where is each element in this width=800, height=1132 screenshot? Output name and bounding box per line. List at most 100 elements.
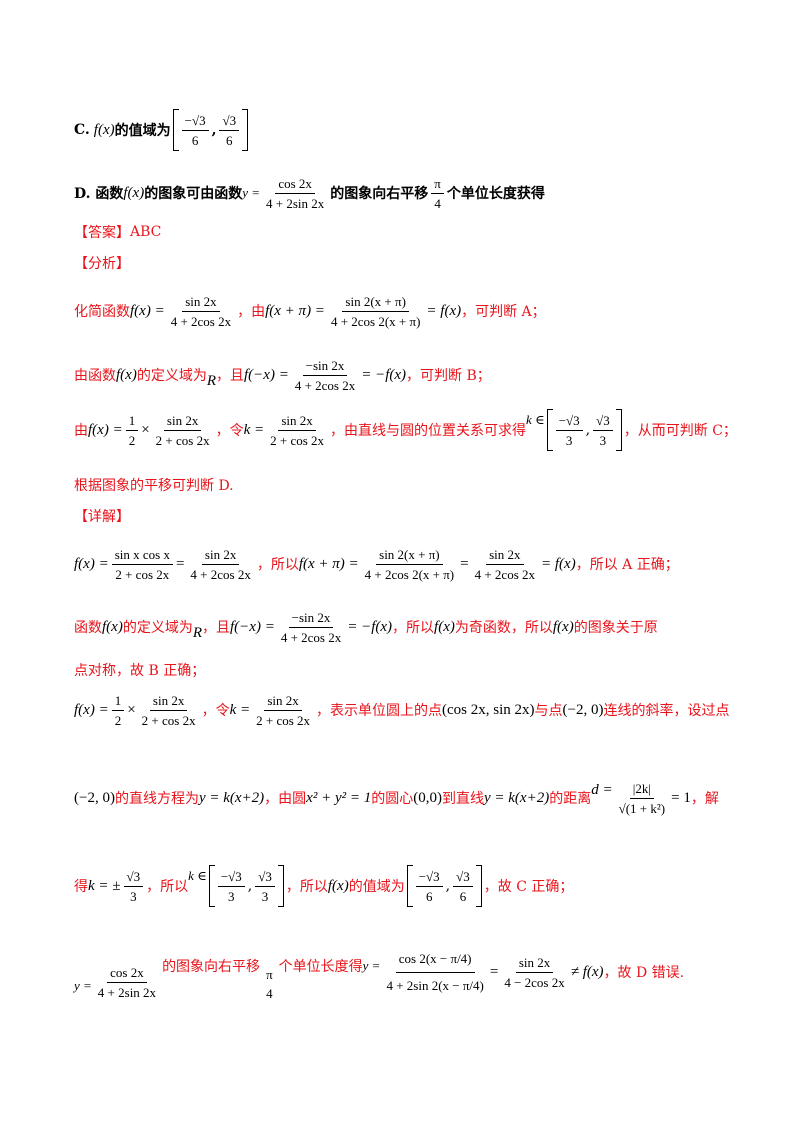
d6-fx: f(x) [327, 877, 349, 894]
detail-label: 【详解】 [74, 504, 130, 528]
d7-y2: y = [362, 958, 381, 973]
d4-t4: 连线的斜率，设过点 [603, 703, 730, 719]
d7-t1: 的图象向右平移 [162, 959, 261, 975]
detail-line-2: 函数 f(x) 的定义域为 R ，且 f(−x) = −sin 2x 4 + 2c… [74, 602, 658, 652]
d2-R: R [192, 624, 202, 641]
d2-t5: 为奇函数，所以 [454, 620, 553, 636]
d2-t2: 的定义域为 [122, 620, 193, 636]
option-d: D. 函数 f(x) 的图象可由函数 y = cos 2x 4 + 2sin 2x… [74, 168, 545, 218]
option-c-label: C. [74, 122, 90, 138]
d1-lhs: f(x) = [74, 555, 109, 572]
a3-kin: k ∈ [526, 412, 545, 427]
d7-eq: = [489, 963, 499, 980]
d6-t4: 的值域为 [348, 879, 405, 895]
a3-t4: ，从而可判断 C； [623, 423, 737, 439]
a3-times: × [141, 421, 150, 438]
d4-t1: ，令 [201, 703, 230, 719]
option-d-text2: 的图象向右平移 [330, 186, 429, 202]
d5-t4: 到直线 [441, 791, 484, 807]
option-d-label: D. 函数 [74, 186, 124, 202]
d5-t1: 的直线方程为 [114, 791, 199, 807]
d2-fx2: f(x) [434, 618, 455, 635]
analysis-label: 【分析】 [74, 251, 130, 275]
option-d-frac: cos 2x 4 + 2sin 2x [266, 175, 325, 211]
d6-kfrac: √3 3 [123, 868, 144, 905]
detail-label-text: 【详解】 [74, 509, 130, 525]
d4-kfrac: sin 2x 2 + cos 2x [256, 692, 311, 728]
d1-frac4: sin 2x 4 + 2cos 2x [474, 546, 536, 582]
d1-rhs: = f(x) [541, 555, 576, 572]
d4-times: × [127, 701, 136, 718]
d2-fx3: f(x) [552, 618, 574, 635]
d1-eq: = [175, 555, 185, 572]
d1-t1: ，所以 [256, 557, 299, 573]
d5-t2: ，由圆 [264, 791, 307, 807]
a2-lhs: f(−x) = [244, 366, 289, 383]
a1-rhs: = f(x) [426, 302, 462, 319]
d1-eq2: = [460, 555, 469, 572]
option-d-y: y = [242, 185, 261, 200]
d5-t6: ，解 [690, 791, 719, 807]
analysis-line-4: 根据图象的平移可判断 D. [74, 473, 234, 497]
d2-frac: −sin 2x 4 + 2cos 2x [280, 609, 342, 645]
a2-rhs: = −f(x) [361, 366, 407, 383]
d7-neq: ≠ f(x) [570, 963, 604, 980]
answer-value: ABC [130, 224, 162, 240]
d1-frac2: sin 2x 4 + 2cos 2x [190, 546, 251, 582]
d7-y: y = [74, 978, 92, 993]
d3-text: 点对称，故 B 正确； [74, 663, 206, 679]
d5-deq: = 1 [671, 789, 691, 806]
analysis-label-text: 【分析】 [74, 256, 130, 272]
a1-t1: 化简函数 [74, 304, 130, 320]
d2-rhs: = −f(x) [347, 618, 393, 635]
d5-center: (0,0) [413, 789, 442, 806]
a3-kfrac: sin 2x 2 + cos 2x [270, 412, 325, 448]
d5-dfrac: |2k| √(1 + k²) [618, 780, 666, 816]
d6-keq: k = ± [88, 877, 121, 894]
d1-t2: ，所以 A 正确； [575, 557, 679, 573]
a2-t4: ，可判断 B； [406, 368, 491, 384]
option-c-fx: f(x) [93, 121, 115, 138]
option-c-range: −√3 6, √3 6 [172, 109, 249, 151]
detail-line-6: 得 k = ± √3 3 ，所以 k ∈ −√3 3, √3 3 ，所以 f(x) 的… [74, 858, 573, 914]
d2-t6: 的图象关于原 [573, 620, 658, 636]
d5-t5: 的距离 [549, 791, 592, 807]
d7-t3: ，故 D 错误. [603, 965, 685, 981]
d4-pt2: (−2, 0) [562, 701, 604, 718]
a1-frac2: sin 2(x + π) 4 + 2cos 2(x + π) [330, 293, 421, 329]
a2-fx: f(x) [116, 366, 137, 383]
a1-lhs: f(x + π) = [265, 302, 325, 319]
d2-lhs: f(−x) = [230, 618, 275, 635]
a3-k: k = [243, 421, 265, 438]
a2-t3: ，且 [216, 368, 244, 384]
option-c-text: 的值域为 [114, 123, 171, 139]
d6-kin: k ∈ [188, 868, 207, 883]
a3-range: −√3 3, √3 3 [546, 409, 622, 451]
a3-frac: sin 2x 2 + cos 2x [155, 412, 210, 448]
a3-t1: 由 [74, 423, 88, 439]
detail-line-5: (−2, 0) 的直线方程为 y = k(x+2) ，由圆 x² + y² = … [74, 770, 719, 826]
d5-d: d = [591, 781, 613, 798]
d6-t3: ，所以 [285, 879, 328, 895]
a4-text: 根据图象的平移可判断 D. [74, 478, 234, 494]
d2-t4: ，所以 [392, 620, 435, 636]
d4-lhs: f(x) = [74, 701, 109, 718]
d4-t2: ，表示单位圆上的点 [316, 703, 443, 719]
d2-t3: ，且 [202, 620, 230, 636]
d5-t3: 的圆心 [371, 791, 414, 807]
d1-lhs2: f(x + π) = [298, 555, 359, 572]
a3-t2: ，令 [215, 423, 244, 439]
d7-frac2: cos 2(x − π/4) 4 + 2sin 2(x − π/4) [383, 947, 486, 998]
a2-t1: 由函数 [74, 368, 116, 384]
a1-t2: ，由 [237, 304, 266, 320]
d5-line: y = k(x+2) [198, 789, 265, 806]
d6-krange: −√3 3, √3 3 [208, 865, 284, 907]
